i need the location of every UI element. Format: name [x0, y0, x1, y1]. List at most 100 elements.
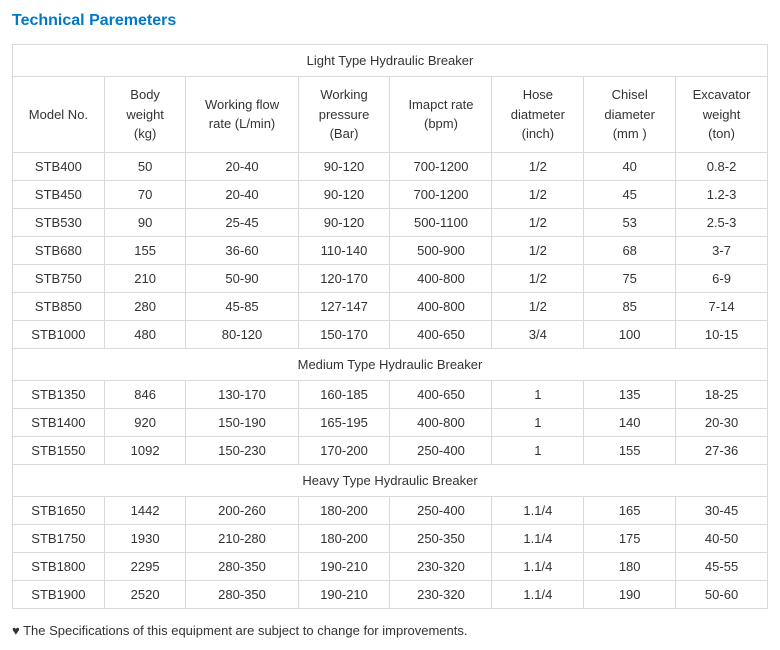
table-row: STB1400920150-190165-195400-800114020-30 [13, 408, 768, 436]
header-line: (bpm) [424, 116, 458, 131]
header-line: (ton) [708, 126, 735, 141]
header-line: Body [130, 87, 160, 102]
cell-chisel: 180 [584, 552, 676, 580]
cell-hose: 3/4 [492, 320, 584, 348]
cell-bpm: 500-1100 [390, 208, 492, 236]
cell-press: 165-195 [298, 408, 390, 436]
cell-chisel: 40 [584, 152, 676, 180]
cell-press: 127-147 [298, 292, 390, 320]
cell-hose: 1.1/4 [492, 580, 584, 608]
section-title: Heavy Type Hydraulic Breaker [13, 464, 768, 496]
header-line: (Bar) [330, 126, 359, 141]
cell-hose: 1/2 [492, 264, 584, 292]
cell-chisel: 68 [584, 236, 676, 264]
cell-press: 110-140 [298, 236, 390, 264]
table-row: STB5309025-4590-120500-11001/2532.5-3 [13, 208, 768, 236]
header-line: Imapct rate [408, 97, 473, 112]
table-row: STB75021050-90120-170400-8001/2756-9 [13, 264, 768, 292]
cell-model: STB530 [13, 208, 105, 236]
cell-hose: 1 [492, 380, 584, 408]
table-row: STB4005020-4090-120700-12001/2400.8-2 [13, 152, 768, 180]
cell-exc: 20-30 [676, 408, 768, 436]
cell-hose: 1/2 [492, 292, 584, 320]
cell-exc: 7-14 [676, 292, 768, 320]
cell-flow: 200-260 [186, 496, 298, 524]
cell-body: 846 [104, 380, 186, 408]
header-line: (kg) [134, 126, 156, 141]
cell-model: STB1900 [13, 580, 105, 608]
cell-press: 90-120 [298, 180, 390, 208]
header-line: Working [320, 87, 367, 102]
section-title: Medium Type Hydraulic Breaker [13, 348, 768, 380]
header-line: Working flow [205, 97, 279, 112]
page-title: Technical Paremeters [12, 12, 768, 30]
cell-hose: 1.1/4 [492, 524, 584, 552]
table-row: STB18002295280-350190-210230-3201.1/4180… [13, 552, 768, 580]
cell-press: 160-185 [298, 380, 390, 408]
cell-exc: 2.5-3 [676, 208, 768, 236]
cell-body: 155 [104, 236, 186, 264]
cell-flow: 280-350 [186, 552, 298, 580]
cell-model: STB1550 [13, 436, 105, 464]
cell-model: STB1650 [13, 496, 105, 524]
table-row: STB17501930210-280180-200250-3501.1/4175… [13, 524, 768, 552]
header-line: (mm ) [613, 126, 647, 141]
cell-chisel: 190 [584, 580, 676, 608]
cell-bpm: 400-800 [390, 264, 492, 292]
cell-body: 90 [104, 208, 186, 236]
cell-model: STB450 [13, 180, 105, 208]
table-row: STB4507020-4090-120700-12001/2451.2-3 [13, 180, 768, 208]
table-row: STB16501442200-260180-200250-4001.1/4165… [13, 496, 768, 524]
cell-flow: 80-120 [186, 320, 298, 348]
cell-flow: 45-85 [186, 292, 298, 320]
cell-bpm: 400-650 [390, 320, 492, 348]
cell-hose: 1.1/4 [492, 552, 584, 580]
cell-chisel: 155 [584, 436, 676, 464]
cell-exc: 6-9 [676, 264, 768, 292]
column-header-chisel: Chiseldiameter(mm ) [584, 77, 676, 153]
cell-body: 280 [104, 292, 186, 320]
table-row: STB1350846130-170160-185400-650113518-25 [13, 380, 768, 408]
cell-exc: 30-45 [676, 496, 768, 524]
column-header-body: Bodyweight(kg) [104, 77, 186, 153]
cell-exc: 3-7 [676, 236, 768, 264]
column-header-hose: Hosediatmeter(inch) [492, 77, 584, 153]
cell-press: 90-120 [298, 208, 390, 236]
header-line: rate (L/min) [209, 116, 275, 131]
cell-bpm: 700-1200 [390, 152, 492, 180]
cell-press: 190-210 [298, 580, 390, 608]
cell-chisel: 165 [584, 496, 676, 524]
cell-bpm: 500-900 [390, 236, 492, 264]
cell-body: 2520 [104, 580, 186, 608]
column-header-model: Model No. [13, 77, 105, 153]
cell-flow: 50-90 [186, 264, 298, 292]
spec-table: Light Type Hydraulic BreakerModel No.Bod… [12, 44, 768, 609]
cell-chisel: 140 [584, 408, 676, 436]
cell-exc: 40-50 [676, 524, 768, 552]
cell-model: STB750 [13, 264, 105, 292]
cell-exc: 1.2-3 [676, 180, 768, 208]
cell-hose: 1 [492, 408, 584, 436]
cell-press: 190-210 [298, 552, 390, 580]
cell-bpm: 250-400 [390, 436, 492, 464]
table-row: STB19002520280-350190-210230-3201.1/4190… [13, 580, 768, 608]
column-header-bpm: Imapct rate (bpm) [390, 77, 492, 153]
cell-exc: 0.8-2 [676, 152, 768, 180]
cell-exc: 27-36 [676, 436, 768, 464]
header-line: diameter [604, 107, 655, 122]
header-line: (inch) [522, 126, 555, 141]
cell-press: 90-120 [298, 152, 390, 180]
cell-exc: 10-15 [676, 320, 768, 348]
cell-model: STB1350 [13, 380, 105, 408]
cell-body: 480 [104, 320, 186, 348]
footnote: ♥ The Specifications of this equipment a… [12, 623, 768, 638]
column-header-press: Workingpressure(Bar) [298, 77, 390, 153]
header-line: diatmeter [511, 107, 565, 122]
cell-flow: 210-280 [186, 524, 298, 552]
cell-press: 180-200 [298, 496, 390, 524]
cell-model: STB400 [13, 152, 105, 180]
cell-press: 150-170 [298, 320, 390, 348]
cell-body: 1092 [104, 436, 186, 464]
cell-hose: 1/2 [492, 180, 584, 208]
section-title: Light Type Hydraulic Breaker [13, 45, 768, 77]
